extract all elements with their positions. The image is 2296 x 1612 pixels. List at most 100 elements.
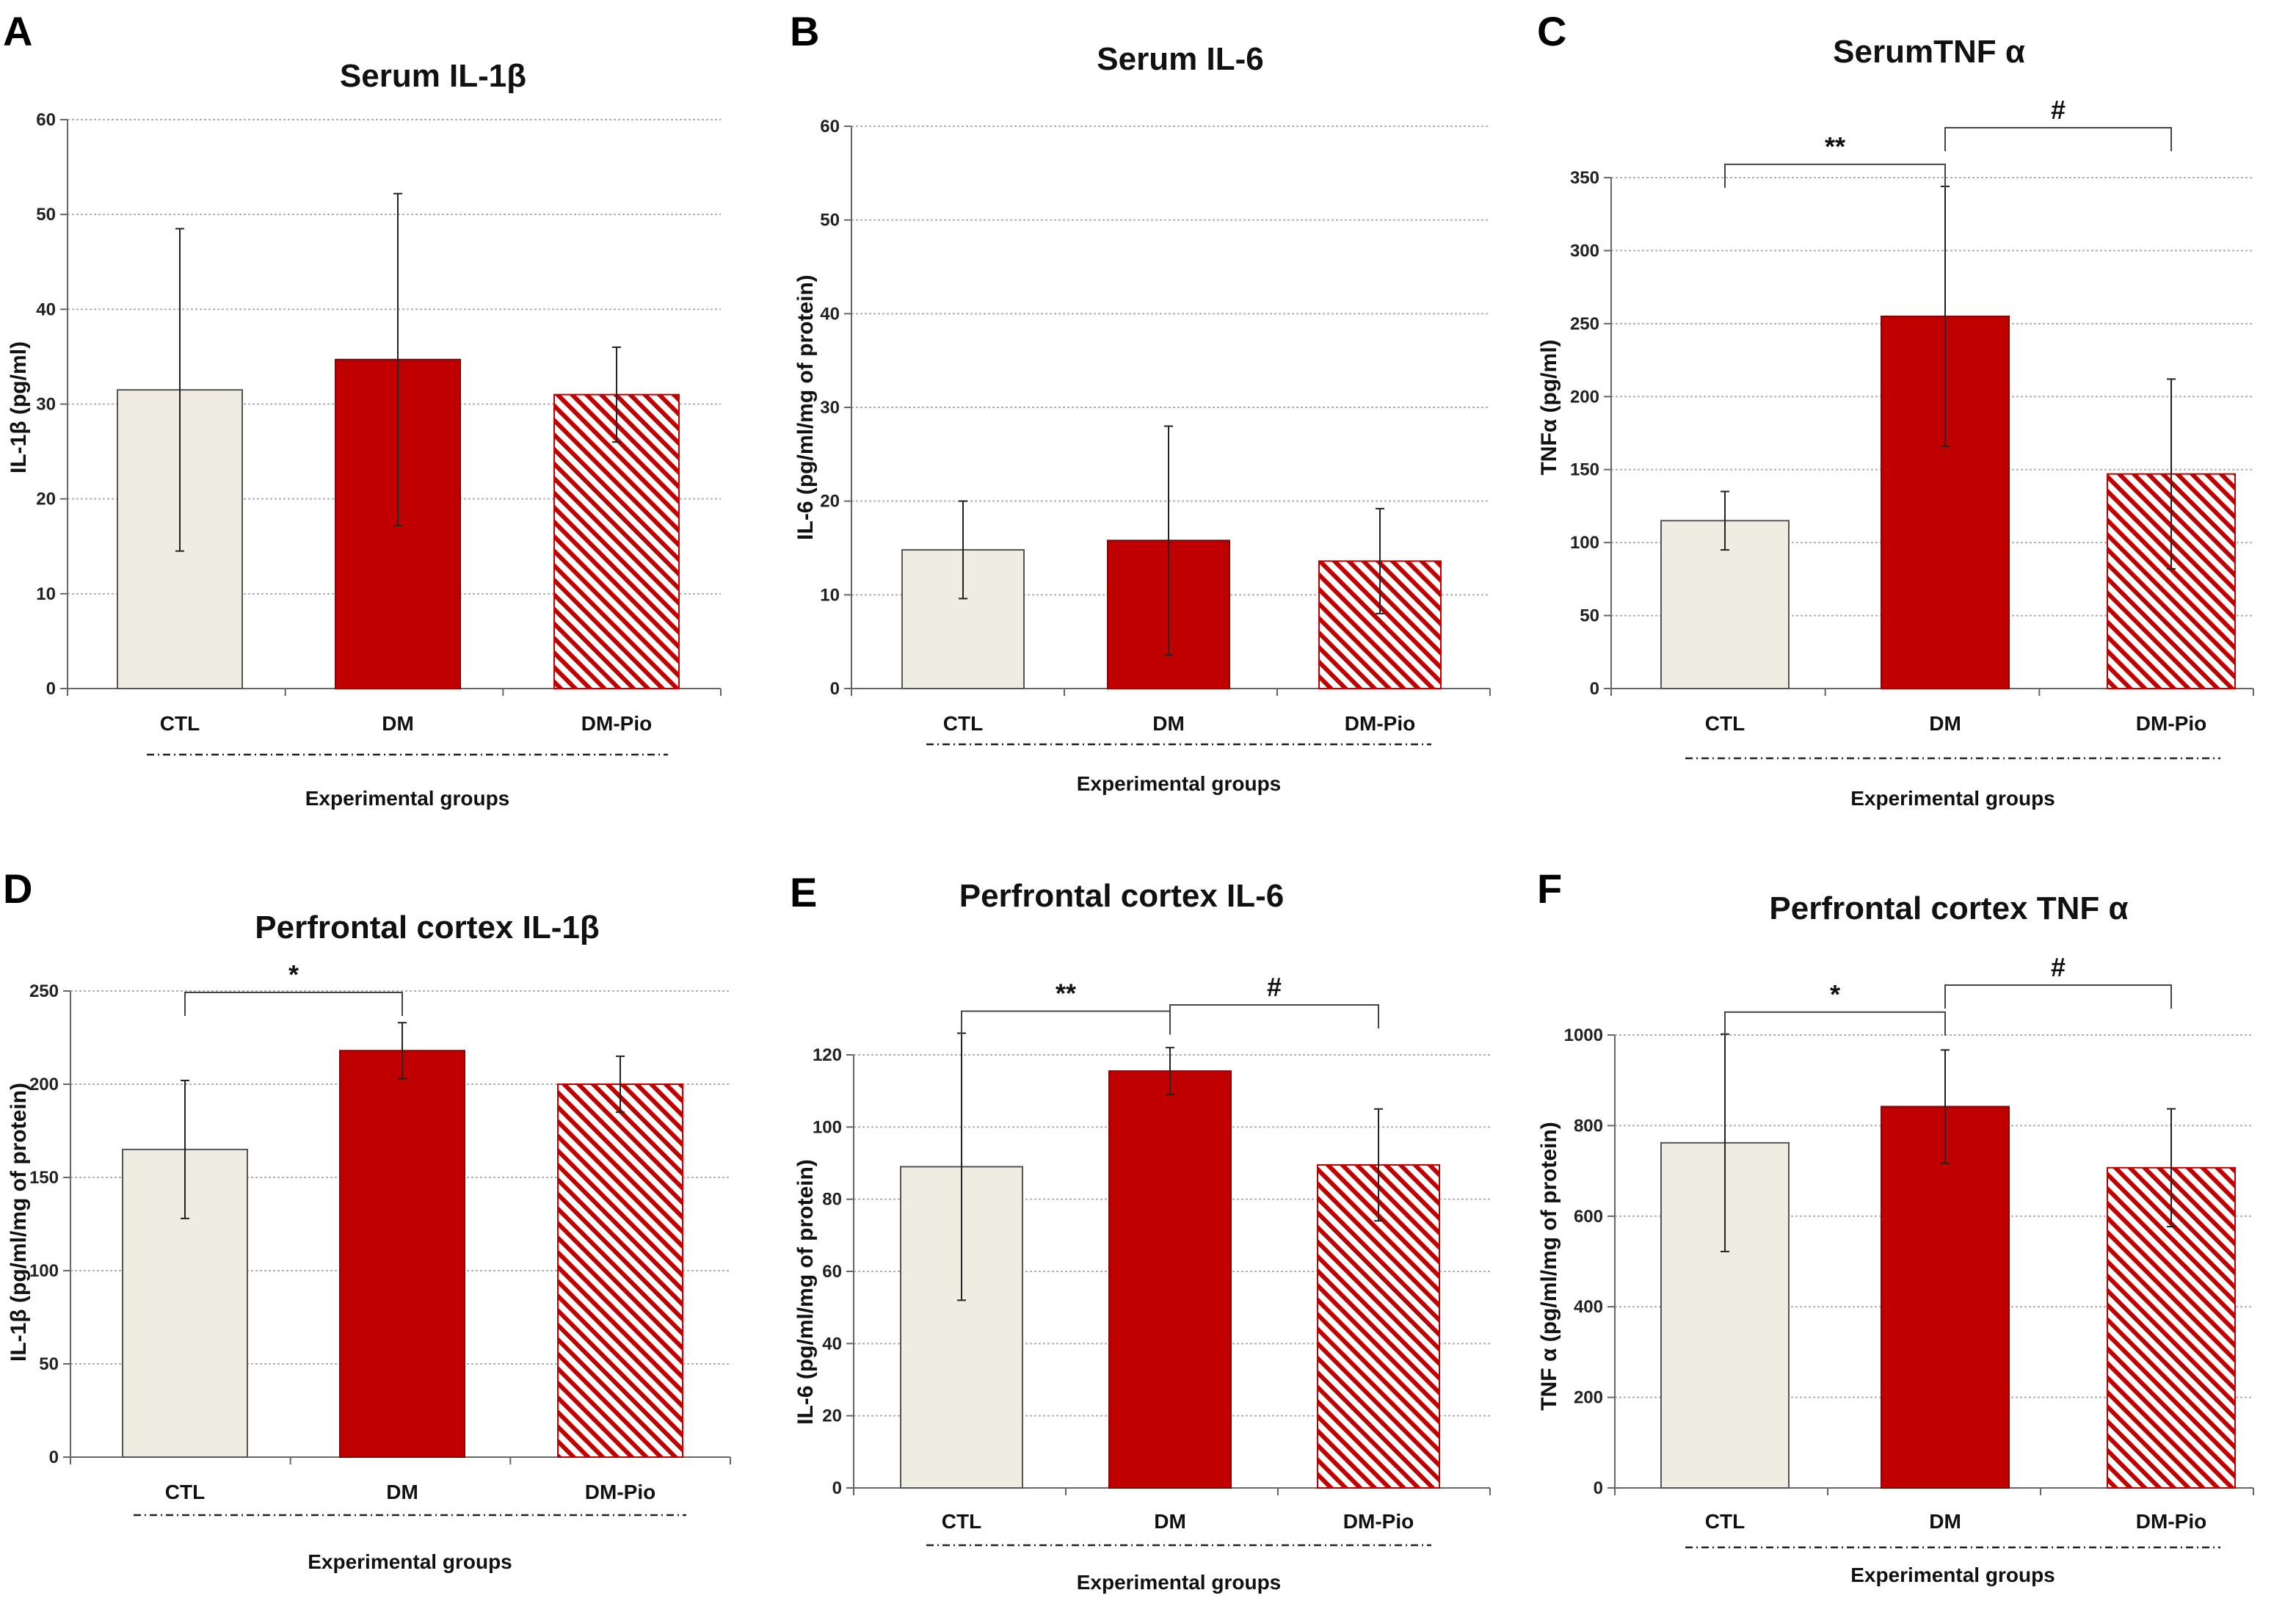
- chart-panel-f: F Perfrontal cortex TNF α 0 200 400 600 800 100…: [1537, 865, 2254, 1586]
- y-tick-label: 100: [813, 1117, 842, 1137]
- significance-bracket: [1944, 984, 2172, 1009]
- panel-letter: F: [1537, 865, 1562, 912]
- category-label: DM: [1152, 712, 1185, 735]
- chart-title: Serum IL-6: [1097, 41, 1263, 77]
- y-tick-label: 200: [1570, 387, 1599, 407]
- y-tick-label: 60: [822, 1262, 842, 1282]
- y-tick-label: 50: [820, 211, 840, 230]
- y-tick-label: 0: [832, 1478, 842, 1498]
- y-tick-label: 200: [1574, 1388, 1603, 1408]
- y-tick-label: 50: [39, 1354, 59, 1374]
- y-tick-label: 0: [46, 679, 56, 699]
- chart-panel-c: C SerumTNF α 0 50 100 150 200 250 300 350 CTL DM DM-…: [1537, 8, 2254, 810]
- panel-letter: E: [790, 869, 817, 915]
- y-axis-title: TNF α (pg/ml/mg of protein): [1537, 1122, 1561, 1410]
- significance-label: #: [2051, 952, 2066, 982]
- category-label: DM-Pio: [581, 712, 652, 735]
- y-tick-label: 20: [820, 492, 840, 512]
- category-label: CTL: [942, 1510, 981, 1533]
- y-tick-label: 50: [1580, 606, 1599, 626]
- y-tick-label: 250: [1570, 314, 1599, 334]
- category-label: DM: [382, 712, 414, 735]
- y-tick-label: 10: [820, 585, 840, 605]
- x-axis-title: Experimental groups: [305, 787, 510, 810]
- category-label: CTL: [165, 1481, 205, 1503]
- category-label: CTL: [1705, 712, 1745, 735]
- y-tick-label: 30: [820, 398, 840, 418]
- bar-dm: [339, 1050, 465, 1458]
- significance-label: #: [2051, 95, 2066, 125]
- chart-title: Serum IL-1β: [340, 58, 526, 94]
- y-axis-title: IL-1β (pg/ml): [7, 341, 31, 473]
- y-tick-label: 80: [822, 1190, 842, 1210]
- panel-letter: A: [3, 8, 32, 54]
- bar-dm: [1881, 1105, 2010, 1489]
- category-label: DM-Pio: [1345, 712, 1415, 735]
- chart-title: SerumTNF α: [1833, 34, 2025, 70]
- y-tick-label: 100: [29, 1261, 59, 1281]
- y-tick-label: 20: [36, 490, 56, 509]
- y-tick-label: 0: [1590, 679, 1599, 699]
- chart-title: Perfrontal cortex IL-1β: [255, 910, 599, 945]
- x-axis-title: Experimental groups: [1077, 1571, 1282, 1594]
- y-tick-label: 200: [29, 1075, 59, 1094]
- y-tick-label: 1000: [1564, 1025, 1603, 1045]
- category-label: DM-Pio: [2136, 1510, 2206, 1533]
- significance-bracket: [1724, 1011, 1946, 1036]
- y-tick-label: 40: [822, 1334, 842, 1354]
- y-tick-label: 20: [822, 1406, 842, 1426]
- y-tick-label: 150: [29, 1168, 59, 1188]
- y-tick-label: 60: [820, 117, 840, 137]
- y-tick-label: 50: [36, 205, 56, 225]
- y-tick-label: 30: [36, 395, 56, 415]
- chart-title: Perfrontal cortex TNF α: [1769, 890, 2128, 926]
- significance-label: *: [1830, 979, 1840, 1009]
- category-label: DM-Pio: [585, 1481, 655, 1503]
- category-label: CTL: [1705, 1510, 1745, 1533]
- chart-panel-e: E Perfrontal cortex IL-6 0 20 40 60 80 100 120 CT…: [790, 869, 1491, 1594]
- y-tick-label: 60: [36, 110, 56, 130]
- y-axis-title: TNFα (pg/ml): [1537, 339, 1561, 475]
- x-axis-title: Experimental groups: [1850, 787, 2055, 810]
- bar-dm-pio: [557, 1083, 683, 1458]
- y-tick-label: 350: [1570, 168, 1599, 188]
- bar-dm-pio: [553, 393, 680, 689]
- x-axis-title: Experimental groups: [308, 1550, 512, 1573]
- y-tick-label: 0: [830, 679, 840, 699]
- panel-letter: B: [790, 8, 819, 54]
- y-tick-label: 250: [29, 981, 59, 1001]
- significance-label: **: [1056, 979, 1076, 1009]
- y-tick-label: 300: [1570, 241, 1599, 261]
- y-tick-label: 10: [36, 584, 56, 604]
- panel-letter: D: [3, 865, 32, 912]
- significance-bracket: [961, 1010, 1171, 1035]
- y-tick-label: 600: [1574, 1207, 1603, 1227]
- y-axis-title: IL-1β (pg/ml/mg of protein): [7, 1083, 31, 1362]
- chart-panel-b: B Serum IL-6 0 10 20 30 40 50 60 CTL DM DM-Pio Exper…: [790, 8, 1491, 795]
- category-label: DM: [1929, 712, 1961, 735]
- x-axis-title: Experimental groups: [1850, 1564, 2055, 1586]
- x-axis-title: Experimental groups: [1077, 772, 1282, 795]
- significance-label: #: [1267, 972, 1282, 1002]
- category-label: DM-Pio: [1343, 1510, 1414, 1533]
- y-tick-label: 40: [820, 304, 840, 324]
- category-label: DM: [386, 1481, 418, 1503]
- significance-bracket: [184, 992, 403, 1016]
- y-tick-label: 800: [1574, 1116, 1603, 1136]
- chart-panel-a: A Serum IL-1β 0 10 20 30 40 50 60 CTL DM DM-Pio Expe…: [3, 8, 722, 810]
- significance-bracket: [1724, 163, 1946, 188]
- y-tick-label: 120: [813, 1045, 842, 1065]
- y-tick-label: 100: [1570, 533, 1599, 553]
- significance-bracket: [1169, 1004, 1379, 1028]
- category-label: DM: [1929, 1510, 1961, 1533]
- chart-title: Perfrontal cortex IL-6: [959, 878, 1285, 914]
- category-label: DM-Pio: [2136, 712, 2206, 735]
- category-label: DM: [1154, 1510, 1186, 1533]
- panel-letter: C: [1537, 8, 1566, 54]
- y-axis-title: IL-6 (pg/ml/mg of protein): [793, 1159, 818, 1425]
- y-tick-label: 40: [36, 299, 56, 319]
- chart-panel-d: D Perfrontal cortex IL-1β 0 50 100 150 200 250 C…: [3, 865, 731, 1573]
- y-axis-title: IL-6 (pg/ml/mg of protein): [793, 275, 818, 540]
- category-label: CTL: [160, 712, 200, 735]
